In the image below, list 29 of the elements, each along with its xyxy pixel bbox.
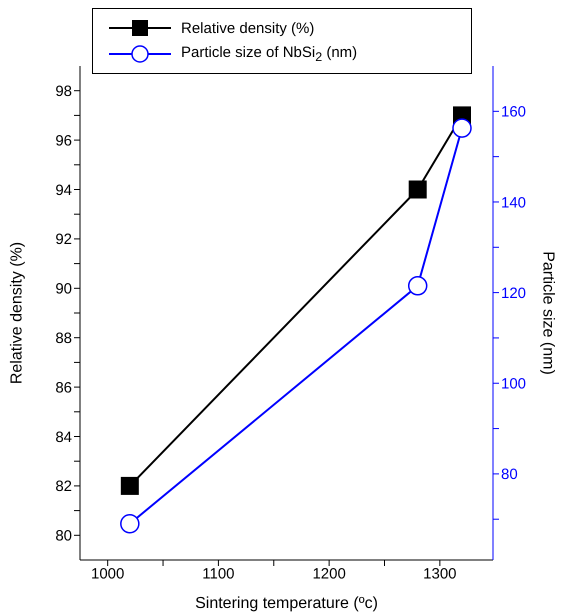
- x-axis-title: Sintering temperature (ºc): [195, 595, 378, 612]
- y2-axis-title: Particle size (nm): [539, 251, 556, 375]
- y-tick-label: 96: [55, 132, 72, 150]
- legend-label: Particle size of NbSi$_{2}$ (nm): [181, 44, 358, 64]
- y-axis-title: Relative density (%): [8, 242, 26, 384]
- point: [120, 514, 140, 534]
- y2-tick-label: 160: [501, 104, 526, 121]
- point: [408, 180, 427, 198]
- y-tick-label: 90: [55, 280, 72, 298]
- y-tick-label: 82: [55, 478, 72, 496]
- x-tick-label: 1200: [312, 566, 346, 583]
- y-tick-label: 98: [55, 83, 72, 100]
- point: [120, 476, 139, 495]
- x-tick-label: 1300: [423, 566, 457, 583]
- y-tick-label: 92: [55, 231, 72, 248]
- point: [452, 118, 472, 138]
- y2-tick-label: 80: [501, 466, 518, 484]
- point: [408, 276, 428, 296]
- y2-tick-label: 100: [501, 376, 526, 393]
- x-tick-label: 1000: [90, 566, 124, 583]
- y-tick-label: 88: [55, 330, 72, 348]
- y2-tick-label: 120: [501, 284, 526, 302]
- y-tick-label: 86: [55, 379, 72, 396]
- y-tick-label: 80: [55, 528, 72, 545]
- y2-tick-label: 140: [501, 194, 526, 212]
- x-tick-label: 1100: [202, 566, 235, 583]
- legend-label: Relative density (%): [181, 20, 314, 36]
- y-tick-label: 84: [55, 428, 72, 446]
- y-tick-label: 94: [55, 182, 72, 199]
